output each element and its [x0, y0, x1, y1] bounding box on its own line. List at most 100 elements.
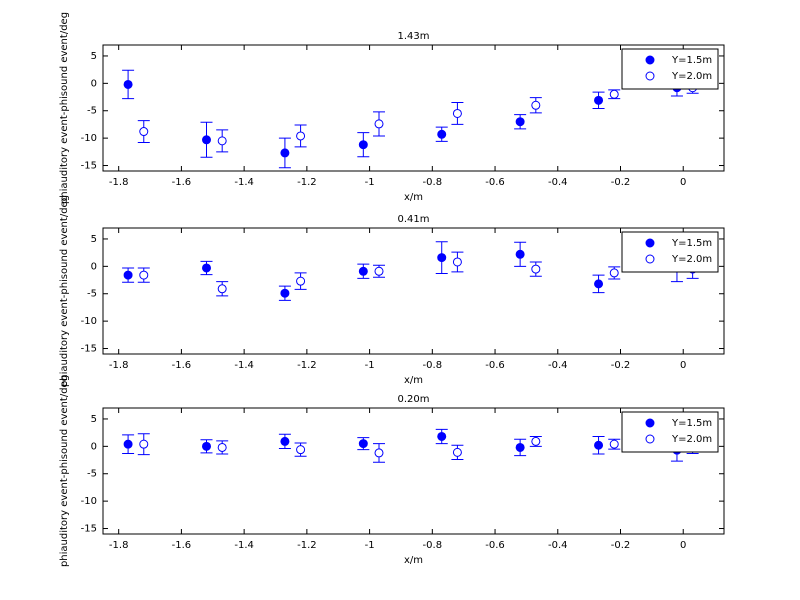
marker [374, 266, 384, 276]
x-tick-label: 0 [680, 177, 686, 188]
marker [531, 100, 541, 110]
y-tick-label: 0 [91, 261, 97, 272]
legend-marker [645, 55, 655, 65]
marker [123, 439, 133, 449]
y-tick-label: 0 [91, 441, 97, 452]
legend-box [621, 231, 719, 273]
legend-marker [645, 418, 655, 428]
x-tick-label: 0 [680, 360, 686, 371]
y-tick-label: -10 [81, 133, 97, 144]
marker [217, 136, 227, 146]
x-tick-label: -0.8 [423, 360, 443, 371]
marker [609, 439, 619, 449]
marker [609, 89, 619, 99]
x-tick-label: -0.4 [548, 540, 568, 551]
legend-label: Y=1.5m [671, 418, 712, 429]
chart-title: 1.43m [397, 31, 429, 42]
y-tick-label: 0 [91, 78, 97, 89]
marker [437, 253, 447, 263]
legend-label: Y=1.5m [671, 238, 712, 249]
x-tick-label: -1.4 [234, 540, 254, 551]
marker [139, 127, 149, 137]
marker [452, 108, 462, 118]
legend-marker [645, 254, 655, 264]
x-tick-label: -0.2 [611, 177, 631, 188]
x-tick-label: -1.8 [109, 540, 129, 551]
marker [296, 276, 306, 286]
marker [531, 264, 541, 274]
x-tick-label: -1 [365, 177, 375, 188]
marker [531, 436, 541, 446]
legend-label: Y=2.0m [671, 434, 712, 445]
marker [280, 288, 290, 298]
marker [139, 270, 149, 280]
x-tick-label: -1 [365, 540, 375, 551]
chart-title: 0.20m [397, 394, 429, 405]
x-tick-label: -1.6 [172, 540, 192, 551]
marker [594, 440, 604, 450]
y-axis-label: phiauditory event-phisound event/deg [59, 12, 70, 204]
marker [296, 131, 306, 141]
marker [217, 442, 227, 452]
y-tick-label: -15 [81, 344, 97, 355]
marker [594, 95, 604, 105]
x-tick-label: -1.6 [172, 177, 192, 188]
y-tick-label: 5 [91, 234, 97, 245]
x-tick-label: -1.2 [297, 360, 317, 371]
y-tick-label: -5 [87, 469, 97, 480]
legend-marker [645, 238, 655, 248]
marker [437, 431, 447, 441]
x-axis-label: x/m [404, 192, 423, 203]
marker [123, 270, 133, 280]
y-tick-label: -15 [81, 524, 97, 535]
y-tick-label: -5 [87, 106, 97, 117]
marker [296, 445, 306, 455]
legend-box [621, 411, 719, 453]
y-tick-label: 5 [91, 414, 97, 425]
marker [217, 284, 227, 294]
legend-label: Y=2.0m [671, 254, 712, 265]
axes-frame [102, 407, 725, 535]
marker [374, 448, 384, 458]
legend-label: Y=2.0m [671, 71, 712, 82]
marker [594, 279, 604, 289]
marker [139, 439, 149, 449]
x-tick-label: -1 [365, 360, 375, 371]
x-tick-label: -0.6 [485, 540, 505, 551]
x-tick-label: -1.6 [172, 360, 192, 371]
marker [609, 268, 619, 278]
legend-marker [645, 71, 655, 81]
x-tick-label: -0.2 [611, 540, 631, 551]
x-tick-label: -0.4 [548, 177, 568, 188]
marker [123, 79, 133, 89]
marker [358, 140, 368, 150]
x-tick-label: -0.8 [423, 540, 443, 551]
legend-box [621, 48, 719, 90]
x-axis-label: x/m [404, 555, 423, 566]
x-tick-label: 0 [680, 540, 686, 551]
x-tick-label: -0.2 [611, 360, 631, 371]
axes-frame [102, 227, 725, 355]
marker [202, 441, 211, 451]
y-tick-label: -10 [81, 316, 97, 327]
y-tick-label: -10 [81, 496, 97, 507]
x-tick-label: -0.4 [548, 360, 568, 371]
marker [280, 148, 290, 158]
marker [437, 129, 447, 139]
marker [358, 439, 368, 449]
x-tick-label: -1.8 [109, 360, 129, 371]
y-axis-label: phiauditory event-phisound event/deg [59, 195, 70, 387]
marker [202, 263, 211, 273]
x-tick-label: -1.2 [297, 177, 317, 188]
legend-marker [645, 434, 655, 444]
marker [358, 266, 368, 276]
x-tick-label: -1.4 [234, 177, 254, 188]
y-tick-label: -15 [81, 161, 97, 172]
marker [374, 119, 384, 129]
y-tick-label: -5 [87, 289, 97, 300]
marker [452, 447, 462, 457]
marker [280, 436, 290, 446]
marker [515, 442, 525, 452]
x-tick-label: -1.8 [109, 177, 129, 188]
